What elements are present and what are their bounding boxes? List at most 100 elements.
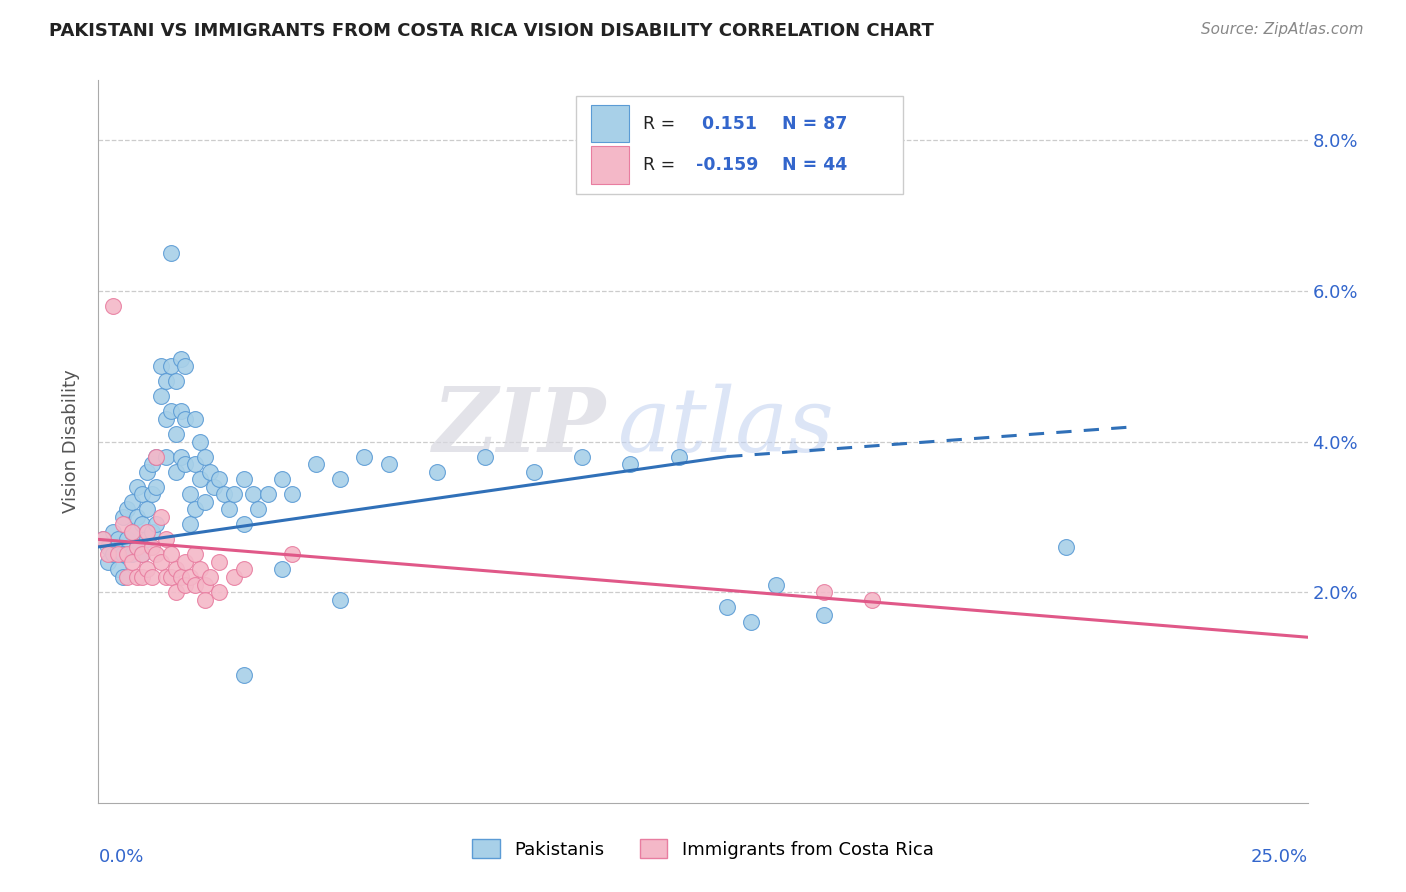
Point <box>281 487 304 501</box>
Point <box>127 509 149 524</box>
Point <box>117 533 139 547</box>
Point <box>107 533 129 547</box>
Point <box>127 540 149 554</box>
Point <box>174 555 197 569</box>
Point <box>619 457 641 471</box>
Point <box>131 487 153 501</box>
Text: N = 44: N = 44 <box>782 156 846 174</box>
Point <box>101 299 124 313</box>
Point <box>135 562 157 576</box>
Point <box>169 450 191 464</box>
Point <box>813 585 835 599</box>
Point <box>121 548 143 562</box>
Point <box>232 517 254 532</box>
Point <box>174 412 197 426</box>
Point <box>198 570 221 584</box>
Point <box>169 404 191 418</box>
Point <box>97 540 120 554</box>
Point <box>121 494 143 508</box>
Point <box>179 570 201 584</box>
Point <box>145 517 167 532</box>
Point <box>107 562 129 576</box>
Point <box>523 465 546 479</box>
Point <box>474 450 496 464</box>
Point <box>165 465 187 479</box>
Point <box>150 509 173 524</box>
Point <box>184 577 207 591</box>
Point <box>141 540 163 554</box>
Point <box>174 457 197 471</box>
Point <box>204 480 226 494</box>
Point <box>91 533 114 547</box>
Point <box>107 548 129 562</box>
Text: R =: R = <box>643 156 681 174</box>
Point <box>127 540 149 554</box>
Point <box>329 472 352 486</box>
Point <box>117 570 139 584</box>
Point <box>377 457 399 471</box>
Point <box>198 465 221 479</box>
Point <box>353 450 375 464</box>
Point <box>184 548 207 562</box>
Point <box>117 548 139 562</box>
Y-axis label: Vision Disability: Vision Disability <box>62 369 80 514</box>
FancyBboxPatch shape <box>576 96 903 194</box>
Point <box>155 533 177 547</box>
Point <box>145 450 167 464</box>
Point <box>165 562 187 576</box>
Point <box>305 457 328 471</box>
Point <box>208 585 231 599</box>
Text: 0.151: 0.151 <box>696 115 756 133</box>
Point <box>165 375 187 389</box>
Point <box>150 555 173 569</box>
Text: ZIP: ZIP <box>433 384 606 470</box>
Text: Source: ZipAtlas.com: Source: ZipAtlas.com <box>1201 22 1364 37</box>
Point <box>232 562 254 576</box>
Point <box>668 450 690 464</box>
Point <box>860 592 883 607</box>
Point <box>179 487 201 501</box>
Point <box>184 457 207 471</box>
Point <box>765 577 787 591</box>
Point <box>329 592 352 607</box>
Point <box>127 570 149 584</box>
Point <box>91 533 114 547</box>
Point <box>208 472 231 486</box>
Point <box>222 570 245 584</box>
Point <box>740 615 762 630</box>
Point <box>145 548 167 562</box>
Point <box>131 548 153 562</box>
Point <box>131 517 153 532</box>
Text: 0.0%: 0.0% <box>98 848 143 866</box>
Text: -0.159: -0.159 <box>696 156 758 174</box>
Point <box>165 585 187 599</box>
Text: R =: R = <box>643 115 681 133</box>
Point <box>232 472 254 486</box>
Point <box>188 434 211 449</box>
Point <box>174 577 197 591</box>
Point <box>218 502 240 516</box>
Point <box>194 450 217 464</box>
Point <box>131 570 153 584</box>
Point <box>101 524 124 539</box>
Point <box>716 600 738 615</box>
Point <box>160 359 183 374</box>
Legend: Pakistanis, Immigrants from Costa Rica: Pakistanis, Immigrants from Costa Rica <box>465 832 941 866</box>
Point <box>174 359 197 374</box>
Point <box>155 375 177 389</box>
Point <box>155 570 177 584</box>
Point <box>145 450 167 464</box>
Point <box>242 487 264 501</box>
Point <box>281 548 304 562</box>
Point <box>247 502 270 516</box>
Point <box>131 548 153 562</box>
Point <box>127 480 149 494</box>
Point <box>97 555 120 569</box>
Point <box>169 351 191 366</box>
Point <box>184 412 207 426</box>
Point <box>160 548 183 562</box>
Point <box>117 502 139 516</box>
Text: 25.0%: 25.0% <box>1250 848 1308 866</box>
Point <box>135 524 157 539</box>
Point <box>212 487 235 501</box>
